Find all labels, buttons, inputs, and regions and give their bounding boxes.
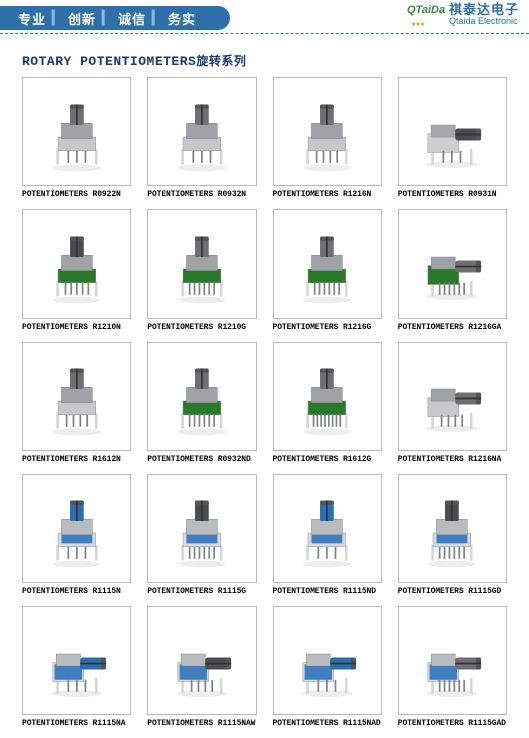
brand-name-en: Qtaida Electronic [449,17,519,26]
product-thumbnail [398,77,507,186]
product-cell: POTENTIOMETERS R1210N [22,209,131,331]
product-cell: POTENTIOMETERS R1115GD [398,474,507,596]
brand-name-cn: 祺泰达电子 [449,3,519,17]
product-thumbnail [273,342,382,451]
product-thumbnail [22,209,131,318]
product-caption: POTENTIOMETERS R1115NA [22,719,131,728]
product-caption: POTENTIOMETERS R1612G [273,455,382,464]
product-thumbnail [273,606,382,715]
product-thumbnail [22,474,131,583]
product-cell: POTENTIOMETERS R1612N [22,342,131,464]
product-caption: POTENTIOMETERS R1115NAD [273,719,382,728]
product-cell: POTENTIOMETERS R1115G [147,474,256,596]
product-thumbnail [147,606,256,715]
product-cell: POTENTIOMETERS R0932N [147,77,256,199]
product-thumbnail [22,77,131,186]
product-cell: POTENTIOMETERS R1115N [22,474,131,596]
product-cell: POTENTIOMETERS R1216N [273,77,382,199]
product-thumbnail [147,342,256,451]
product-cell: POTENTIOMETERS R1216G [273,209,382,331]
product-cell: POTENTIOMETERS R1115NAD [273,606,382,728]
section-title-en: ROTARY POTENTIOMETERS [22,54,196,69]
product-thumbnail [398,606,507,715]
product-cell: POTENTIOMETERS R0932ND [147,342,256,464]
product-cell: POTENTIOMETERS R1210G [147,209,256,331]
product-caption: POTENTIOMETERS R1115N [22,587,131,596]
product-caption: POTENTIOMETERS R1216G [273,323,382,332]
brand-block: 祺泰达电子 Qtaida Electronic [405,2,519,28]
slogan-sep: ▎ [152,10,162,26]
header-divider [0,33,529,35]
product-thumbnail [22,606,131,715]
product-caption: POTENTIOMETERS R0932N [147,190,256,199]
product-caption: POTENTIOMETERS R1216NA [398,455,507,464]
product-caption: POTENTIOMETERS R1115NAW [147,719,256,728]
product-cell: POTENTIOMETERS R1216GA [398,209,507,331]
slogan-2: 创新 [68,9,96,28]
product-caption: POTENTIOMETERS R1115ND [273,587,382,596]
slogan-1: 专业 [18,9,46,28]
product-caption: POTENTIOMETERS R1216N [273,190,382,199]
section-title-zh: 旋转系列 [196,54,246,68]
product-thumbnail [273,77,382,186]
brand-text: 祺泰达电子 Qtaida Electronic [449,3,519,26]
slogan-3: 诚信 [118,9,146,28]
product-cell: POTENTIOMETERS R1115GAD [398,606,507,728]
product-grid: POTENTIOMETERS R0922N POTENTIOMETERS R09… [22,77,507,728]
slogan-sep: ▎ [102,10,112,26]
product-thumbnail [273,209,382,318]
product-thumbnail [22,342,131,451]
page-body: ROTARY POTENTIOMETERS旋转系列 POTENTIOMETERS… [0,48,529,738]
product-thumbnail [398,342,507,451]
slogan-4: 务实 [168,9,196,28]
product-caption: POTENTIOMETERS R0922N [22,190,131,199]
product-thumbnail [273,474,382,583]
product-caption: POTENTIOMETERS R1115G [147,587,256,596]
product-thumbnail [398,474,507,583]
product-cell: POTENTIOMETERS R0922N [22,77,131,199]
product-caption: POTENTIOMETERS R1210N [22,323,131,332]
product-thumbnail [147,209,256,318]
product-cell: POTENTIOMETERS R0931N [398,77,507,199]
product-thumbnail [147,474,256,583]
brand-logo-icon [405,2,445,28]
product-thumbnail [147,77,256,186]
slogan-bar: 专业 ▎ 创新 ▎ 诚信 ▎ 务实 [0,6,230,30]
product-caption: POTENTIOMETERS R1216GA [398,323,507,332]
page-header: 专业 ▎ 创新 ▎ 诚信 ▎ 务实 祺泰达电子 Qtaida Electroni… [0,0,529,48]
product-caption: POTENTIOMETERS R1115GAD [398,719,507,728]
product-caption: POTENTIOMETERS R0932ND [147,455,256,464]
product-cell: POTENTIOMETERS R1115ND [273,474,382,596]
product-cell: POTENTIOMETERS R1115NAW [147,606,256,728]
product-cell: POTENTIOMETERS R1612G [273,342,382,464]
product-caption: POTENTIOMETERS R0931N [398,190,507,199]
product-cell: POTENTIOMETERS R1115NA [22,606,131,728]
product-thumbnail [398,209,507,318]
product-caption: POTENTIOMETERS R1115GD [398,587,507,596]
slogan-sep: ▎ [52,10,62,26]
product-caption: POTENTIOMETERS R1612N [22,455,131,464]
product-cell: POTENTIOMETERS R1216NA [398,342,507,464]
product-caption: POTENTIOMETERS R1210G [147,323,256,332]
section-title: ROTARY POTENTIOMETERS旋转系列 [22,52,507,69]
